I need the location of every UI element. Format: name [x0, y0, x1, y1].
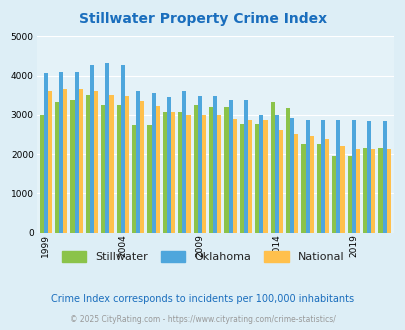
Bar	[44, 73, 48, 233]
Bar	[74, 72, 79, 233]
Bar	[351, 120, 355, 233]
Bar	[94, 91, 98, 233]
Bar	[305, 120, 309, 233]
Bar	[243, 100, 247, 233]
Bar	[151, 93, 155, 233]
Bar	[320, 120, 324, 233]
Bar	[355, 148, 359, 233]
Bar	[285, 108, 290, 233]
Bar	[362, 148, 366, 233]
Bar	[294, 135, 298, 233]
Text: © 2025 CityRating.com - https://www.cityrating.com/crime-statistics/: © 2025 CityRating.com - https://www.city…	[70, 315, 335, 324]
Bar	[197, 96, 201, 233]
Bar	[147, 125, 151, 233]
Bar	[105, 63, 109, 233]
Bar	[193, 105, 197, 233]
Bar	[239, 124, 243, 233]
Bar	[201, 115, 205, 233]
Bar	[55, 102, 59, 233]
Bar	[340, 146, 344, 233]
Bar	[254, 124, 259, 233]
Bar	[178, 113, 182, 233]
Bar	[274, 115, 278, 233]
Bar	[386, 149, 390, 233]
Bar	[377, 148, 382, 233]
Bar	[247, 120, 252, 233]
Bar	[232, 119, 236, 233]
Bar	[224, 107, 228, 233]
Bar	[63, 88, 67, 233]
Bar	[331, 156, 335, 233]
Bar	[182, 91, 186, 233]
Bar	[85, 95, 90, 233]
Legend: Stillwater, Oklahoma, National: Stillwater, Oklahoma, National	[57, 247, 348, 267]
Bar	[259, 115, 263, 233]
Bar	[101, 105, 105, 233]
Bar	[213, 96, 217, 233]
Bar	[48, 91, 52, 233]
Bar	[309, 136, 313, 233]
Bar	[370, 148, 375, 233]
Bar	[70, 100, 75, 233]
Bar	[79, 88, 83, 233]
Bar	[155, 106, 160, 233]
Text: Crime Index corresponds to incidents per 100,000 inhabitants: Crime Index corresponds to incidents per…	[51, 294, 354, 304]
Bar	[366, 121, 370, 233]
Bar	[171, 113, 175, 233]
Bar	[209, 107, 213, 233]
Bar	[140, 101, 144, 233]
Bar	[316, 144, 320, 233]
Text: Stillwater Property Crime Index: Stillwater Property Crime Index	[79, 12, 326, 25]
Bar	[59, 72, 63, 233]
Bar	[301, 144, 305, 233]
Bar	[116, 105, 120, 233]
Bar	[125, 96, 129, 233]
Bar	[90, 65, 94, 233]
Bar	[162, 113, 166, 233]
Bar	[39, 115, 44, 233]
Bar	[186, 115, 190, 233]
Bar	[263, 120, 267, 233]
Bar	[290, 118, 294, 233]
Bar	[347, 156, 351, 233]
Bar	[278, 130, 282, 233]
Bar	[217, 115, 221, 233]
Bar	[382, 121, 386, 233]
Bar	[132, 125, 136, 233]
Bar	[335, 120, 340, 233]
Bar	[228, 100, 232, 233]
Bar	[136, 91, 140, 233]
Bar	[324, 139, 328, 233]
Bar	[109, 95, 113, 233]
Bar	[120, 65, 125, 233]
Bar	[166, 97, 171, 233]
Bar	[270, 102, 274, 233]
